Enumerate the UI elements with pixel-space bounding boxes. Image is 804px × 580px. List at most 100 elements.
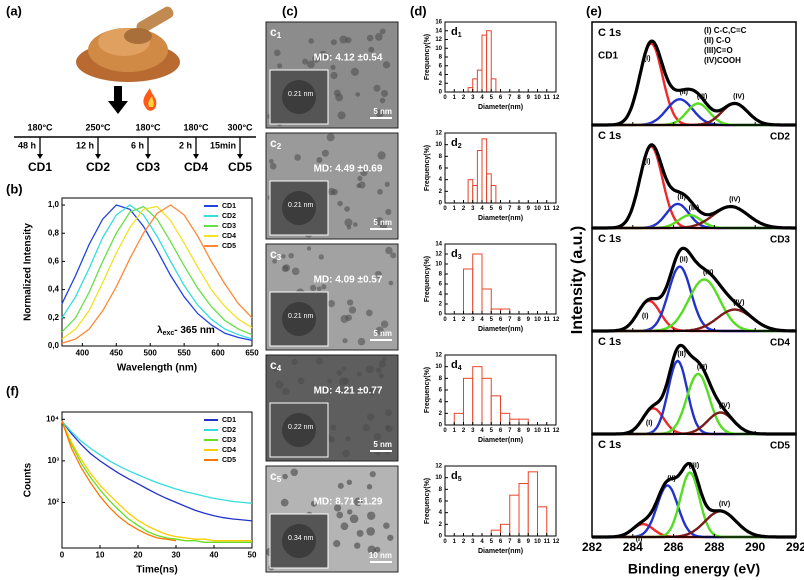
x-tick-label: 2 bbox=[462, 317, 466, 323]
histogram-bar bbox=[490, 308, 501, 315]
y-tick-label: 2 bbox=[439, 81, 443, 87]
x-tick-label: 4 bbox=[480, 95, 484, 101]
fit-component bbox=[592, 42, 796, 127]
histogram-bar bbox=[518, 418, 529, 426]
x-tick-label: 10 bbox=[534, 317, 541, 323]
y-tick-label: 12 bbox=[435, 252, 442, 258]
x-tick-label: 0 bbox=[443, 539, 447, 545]
nanoparticle bbox=[288, 252, 294, 259]
nanoparticle bbox=[385, 425, 393, 433]
histogram-bar bbox=[453, 412, 464, 426]
nanoparticle bbox=[357, 175, 363, 182]
product: CD3 bbox=[136, 160, 160, 174]
x-tick-label: 286 bbox=[664, 540, 684, 554]
x-tick-label: 7 bbox=[508, 539, 512, 545]
nanoparticle bbox=[335, 93, 344, 102]
legend-label: (I) C-C,C=C bbox=[704, 26, 747, 35]
panel-label: (d) bbox=[410, 3, 427, 18]
x-tick-label: 8 bbox=[517, 428, 521, 434]
x-tick-label: 0 bbox=[443, 317, 447, 323]
x-tick-label: 5 bbox=[490, 95, 494, 101]
stage-arrowhead bbox=[193, 154, 199, 159]
nanoparticle bbox=[318, 254, 324, 260]
histogram-bar bbox=[537, 506, 548, 537]
nanoparticle bbox=[356, 529, 364, 537]
process-arrow bbox=[108, 86, 128, 114]
x-tick-label: 12 bbox=[553, 206, 560, 212]
y-tick-label: 8 bbox=[439, 487, 443, 493]
scale-label: 5 nm bbox=[373, 218, 392, 227]
nanoparticle bbox=[340, 522, 349, 531]
histogram-bar bbox=[527, 471, 538, 537]
chart-title-main: d bbox=[451, 137, 458, 149]
x-tick-label: 10 bbox=[534, 206, 541, 212]
x-tick-label: 3 bbox=[471, 317, 475, 323]
tem-label: c5 bbox=[270, 469, 282, 484]
temperature: 300°C bbox=[227, 122, 253, 132]
sample-name: CD4 bbox=[770, 338, 790, 349]
y-axis-label: Frequency(%) bbox=[424, 478, 431, 524]
sample-name: CD5 bbox=[770, 441, 790, 452]
nanoparticle bbox=[330, 39, 337, 46]
core-level: C 1s bbox=[598, 336, 621, 348]
envelope bbox=[592, 246, 797, 333]
chart-title-main: d bbox=[451, 359, 458, 371]
nanoparticle bbox=[348, 306, 357, 314]
x-tick-label: 0 bbox=[443, 206, 447, 212]
nanoparticle bbox=[308, 38, 314, 44]
time: 48 h bbox=[18, 140, 36, 150]
histogram-bar bbox=[490, 529, 501, 537]
fit-component bbox=[592, 484, 796, 539]
annotation-sub: exc bbox=[163, 330, 175, 337]
x-tick-label: 0 bbox=[60, 550, 65, 559]
nanoparticle bbox=[282, 387, 290, 396]
nanoparticle bbox=[357, 337, 366, 346]
y-tick-label: 0 bbox=[439, 312, 443, 318]
nanoparticle bbox=[367, 545, 376, 554]
nanoparticle bbox=[384, 181, 390, 187]
nanoparticle bbox=[349, 514, 359, 524]
y-tick-label: 4 bbox=[439, 292, 443, 298]
y-tick-label: 10 bbox=[435, 262, 442, 268]
nanoparticle bbox=[331, 188, 338, 196]
nanoparticle bbox=[347, 509, 353, 515]
nanoparticle bbox=[377, 188, 383, 195]
plot-frame bbox=[444, 243, 557, 315]
line-series bbox=[61, 420, 252, 543]
x-tick-label: 1 bbox=[453, 428, 457, 434]
x-tick-label: 292 bbox=[786, 540, 804, 554]
y-tick-label: 4 bbox=[439, 510, 443, 516]
chart-title: d5 bbox=[451, 470, 462, 483]
nanoparticle bbox=[374, 33, 383, 41]
legend-label: CD4 bbox=[222, 233, 236, 240]
histogram-bar bbox=[500, 523, 511, 537]
histogram-bar bbox=[500, 308, 511, 315]
nanoparticle bbox=[321, 149, 329, 157]
x-tick-label: 7 bbox=[508, 428, 512, 434]
scale-label: 10 nm bbox=[369, 551, 392, 560]
y-tick-label: 6 bbox=[439, 282, 443, 288]
x-tick-label: 6 bbox=[499, 428, 503, 434]
y-tick-label: 14 bbox=[435, 28, 442, 34]
legend-label: CD4 bbox=[222, 447, 236, 454]
histogram-bar bbox=[481, 34, 488, 93]
y-tick-label: 0,4 bbox=[48, 285, 60, 294]
stage-arrowhead bbox=[95, 154, 101, 159]
nanoparticle bbox=[268, 158, 274, 164]
y-tick-label: 0 bbox=[439, 90, 443, 96]
temperature: 180°C bbox=[183, 122, 209, 132]
plot-frame bbox=[591, 227, 797, 332]
x-axis-label: Binding energy (eV) bbox=[628, 561, 760, 577]
histogram-bar bbox=[481, 138, 488, 204]
chart-title-sub: 1 bbox=[458, 32, 462, 39]
nanoparticle bbox=[333, 539, 341, 548]
y-tick-label: 16 bbox=[435, 20, 442, 26]
nanoparticle bbox=[280, 498, 289, 507]
nanoparticle bbox=[381, 356, 387, 362]
nanoparticle bbox=[365, 365, 374, 374]
legend-label: CD1 bbox=[222, 417, 236, 424]
legend-label: CD5 bbox=[222, 243, 236, 250]
nanoparticle bbox=[379, 222, 388, 230]
nanoparticle bbox=[362, 424, 371, 432]
